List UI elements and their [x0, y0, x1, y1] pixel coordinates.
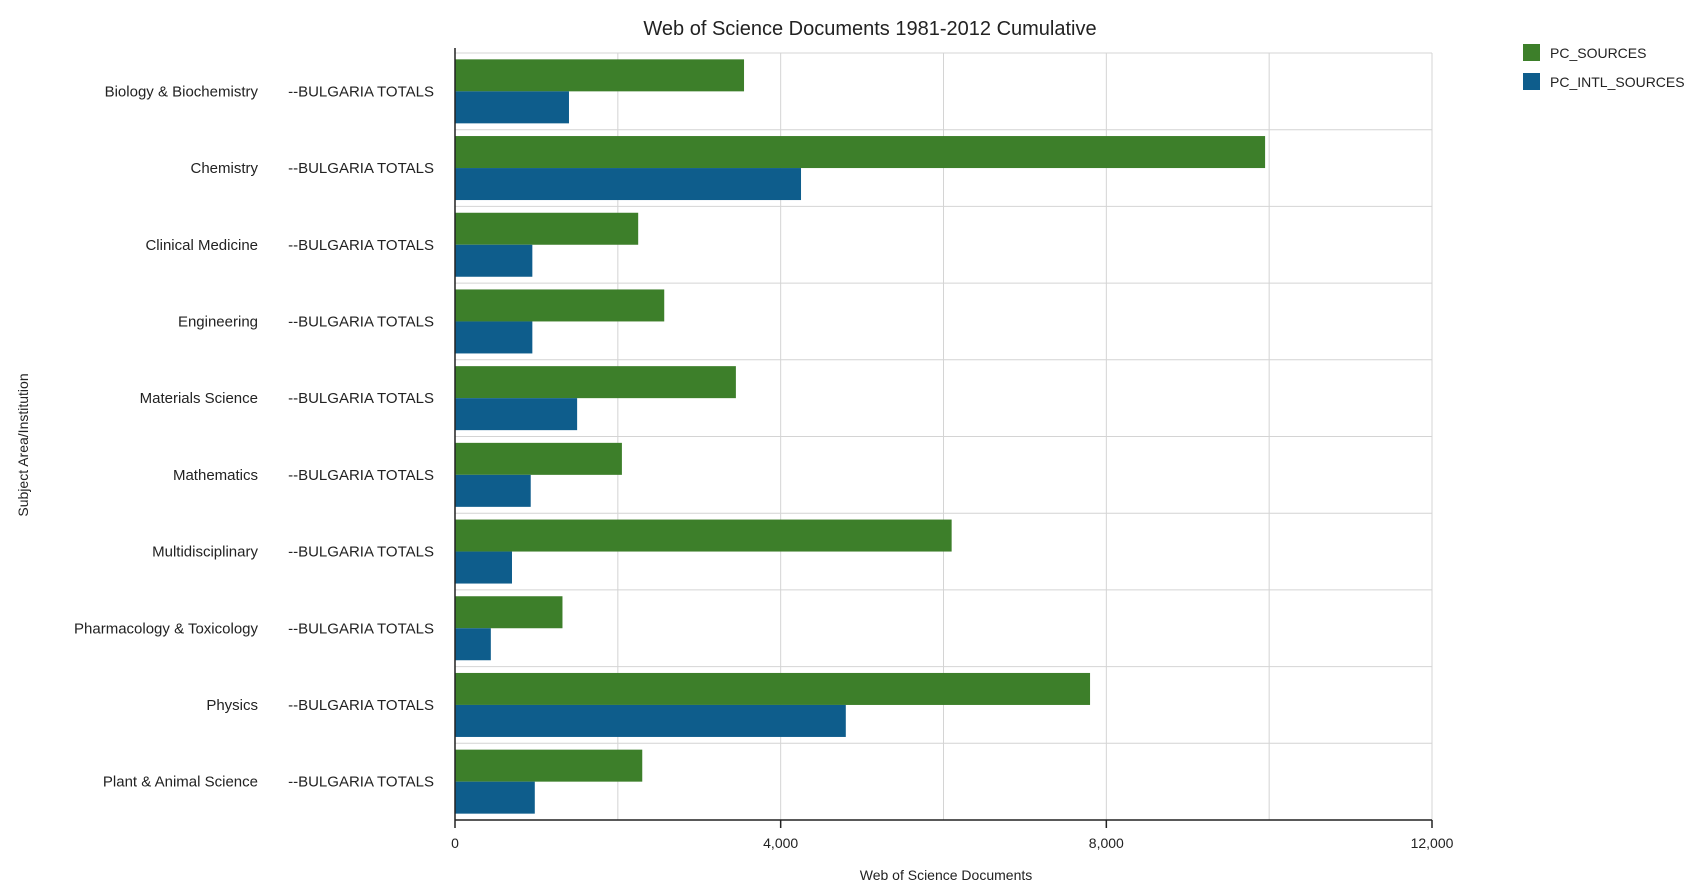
bar-pc-sources[interactable]: [455, 59, 745, 92]
bar-pc-intl-sources[interactable]: [455, 474, 531, 507]
institution-label: --BULGARIA TOTALS: [288, 313, 434, 330]
institution-label: --BULGARIA TOTALS: [288, 697, 434, 714]
institution-label: --BULGARIA TOTALS: [288, 83, 434, 100]
bar-pc-sources[interactable]: [455, 442, 622, 475]
bar-pc-sources[interactable]: [455, 596, 563, 629]
bar-pc-sources[interactable]: [455, 212, 639, 245]
bar-pc-sources[interactable]: [455, 672, 1091, 705]
bar-pc-intl-sources[interactable]: [455, 628, 491, 661]
category-label: Plant & Animal Science: [103, 774, 258, 791]
y-axis-label: Subject Area/Institution: [15, 373, 31, 516]
institution-label: --BULGARIA TOTALS: [288, 467, 434, 484]
bar-pc-intl-sources[interactable]: [455, 321, 533, 354]
x-tick-label: 8,000: [1089, 835, 1124, 851]
bar-pc-intl-sources[interactable]: [455, 398, 578, 431]
category-label: Multidisciplinary: [152, 544, 258, 561]
category-labels: Biology & Biochemistry --BULGARIA TOTALS C…: [74, 83, 434, 790]
x-tick-label: 4,000: [763, 835, 798, 851]
bar-pc-intl-sources[interactable]: [455, 781, 535, 814]
bar-pc-intl-sources[interactable]: [455, 91, 569, 124]
chart-title: Web of Science Documents 1981-2012 Cumul…: [643, 18, 1096, 40]
category-label: Biology & Biochemistry: [105, 83, 259, 100]
institution-label: --BULGARIA TOTALS: [288, 544, 434, 561]
institution-label: --BULGARIA TOTALS: [288, 390, 434, 407]
bar-pc-sources[interactable]: [455, 749, 643, 782]
category-label: Engineering: [178, 313, 258, 330]
category-label: Physics: [206, 697, 258, 714]
legend: PC_SOURCES PC_INTL_SOURCES: [1523, 44, 1685, 90]
institution-label: --BULGARIA TOTALS: [288, 160, 434, 177]
x-tick-label: 0: [451, 835, 459, 851]
x-tick-label: 12,000: [1411, 835, 1454, 851]
category-label: Pharmacology & Toxicology: [74, 620, 258, 637]
legend-label[interactable]: PC_INTL_SOURCES: [1550, 74, 1685, 90]
legend-swatch[interactable]: [1523, 73, 1540, 90]
category-label: Clinical Medicine: [145, 237, 258, 254]
x-axis: 0 4,000 8,000 12,000: [451, 48, 1454, 851]
legend-label[interactable]: PC_SOURCES: [1550, 45, 1646, 61]
category-label: Mathematics: [173, 467, 258, 484]
category-label: Materials Science: [140, 390, 258, 407]
legend-swatch[interactable]: [1523, 44, 1540, 61]
institution-label: --BULGARIA TOTALS: [288, 620, 434, 637]
institution-label: --BULGARIA TOTALS: [288, 237, 434, 254]
bar-pc-sources[interactable]: [455, 519, 952, 552]
bar-pc-sources[interactable]: [455, 366, 736, 399]
bar-pc-intl-sources[interactable]: [455, 244, 533, 277]
bar-pc-sources[interactable]: [455, 136, 1266, 169]
bars: [455, 59, 1266, 814]
x-axis-label: Web of Science Documents: [860, 867, 1033, 883]
bar-pc-intl-sources[interactable]: [455, 168, 802, 201]
bar-pc-intl-sources[interactable]: [455, 551, 512, 584]
institution-label: --BULGARIA TOTALS: [288, 774, 434, 791]
category-label: Chemistry: [190, 160, 258, 177]
bar-pc-sources[interactable]: [455, 289, 665, 322]
bar-pc-intl-sources[interactable]: [455, 704, 846, 737]
